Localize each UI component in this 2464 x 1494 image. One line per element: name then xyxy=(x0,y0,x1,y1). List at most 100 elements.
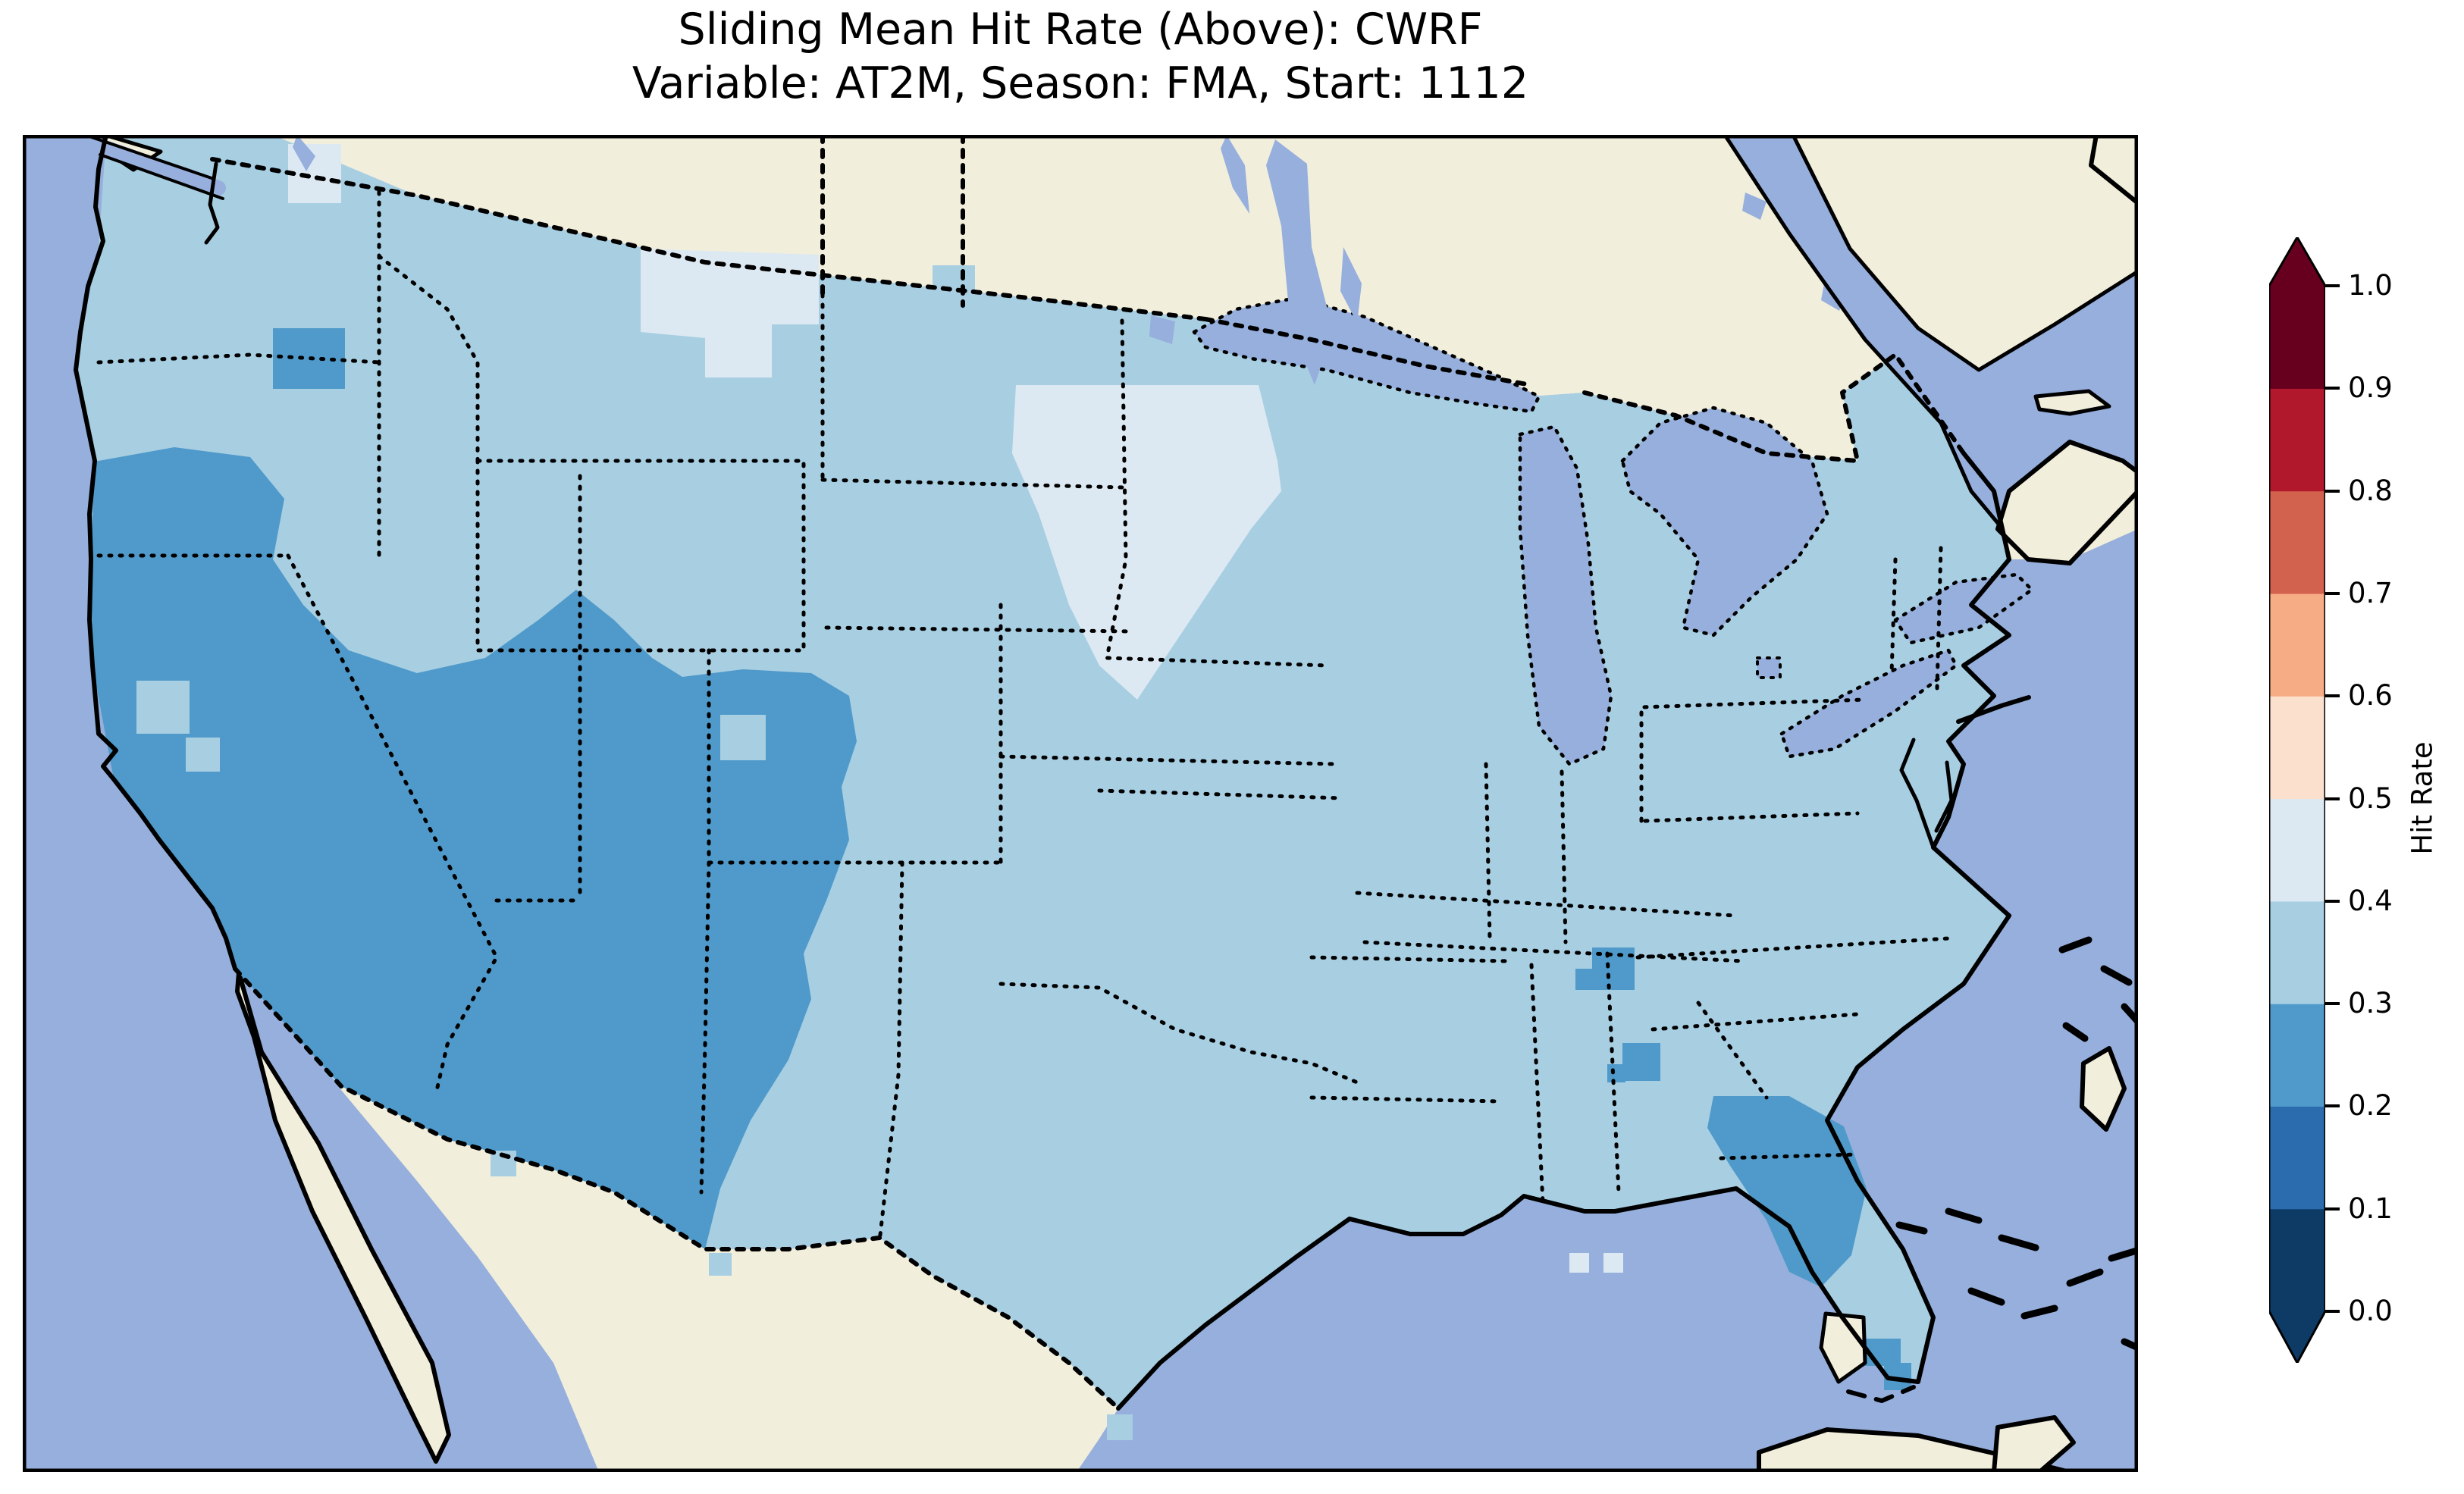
state-border xyxy=(1309,1095,1503,1104)
patch-savannah-coast-low xyxy=(1607,1064,1625,1082)
border-us-mexico xyxy=(233,966,1121,1411)
colorbar-tick-mark xyxy=(2325,387,2340,390)
colorbar-tick-label: 0.2 xyxy=(2348,1089,2393,1123)
coast-chesapeake xyxy=(1899,738,1936,850)
colorbar-bin-0.5-0.6 xyxy=(2269,696,2325,800)
florida-keys xyxy=(1846,1385,1916,1403)
canada-land xyxy=(174,135,2138,559)
state-border xyxy=(475,459,806,653)
state-border xyxy=(1651,1012,1860,1032)
state-border xyxy=(1529,963,1545,1206)
colorbar-tick-mark xyxy=(2325,489,2340,493)
state-border xyxy=(377,254,480,463)
colorbar-bin-0.7-0.8 xyxy=(2269,490,2325,594)
state-border xyxy=(1560,769,1568,944)
state-border xyxy=(1605,951,1621,1195)
colorbar-tick-label: 0.3 xyxy=(2348,987,2393,1020)
title-line-2: Variable: AT2M, Season: FMA, Start: 1112 xyxy=(632,58,1529,108)
lake-winnipegosis xyxy=(1221,135,1249,214)
colorbar-bin-0.3-0.4 xyxy=(2269,900,2325,1004)
bahama-islet xyxy=(1967,1287,2005,1306)
colorbar xyxy=(2269,237,2325,1363)
colorbar-extend-max xyxy=(2269,237,2325,286)
colorbar-tick-mark xyxy=(2325,694,2340,698)
patch-southwest-low xyxy=(91,447,857,1249)
hole-california-mid xyxy=(186,738,220,772)
colorbar-axis-label: Hit Rate xyxy=(2406,741,2439,855)
lake-of-the-woods xyxy=(1149,315,1175,344)
bahama-islet xyxy=(2108,1247,2138,1262)
border-us-canada-east xyxy=(1582,352,1996,493)
coast-west xyxy=(74,135,237,971)
baja-california xyxy=(235,970,451,1464)
st-lawrence-gulf xyxy=(1723,135,2138,539)
colorbar-tick-mark xyxy=(2325,1002,2340,1006)
colorbar-tick-mark xyxy=(2325,1207,2340,1211)
state-border xyxy=(877,860,904,1244)
state-border xyxy=(1719,1152,1860,1160)
colorbar-tick-label: 0.8 xyxy=(2348,474,2393,507)
colorbar-tick-mark xyxy=(2325,1104,2340,1108)
hole-plains-mid xyxy=(720,715,766,760)
us-hit-rate-map xyxy=(23,135,2138,1472)
state-border xyxy=(699,860,711,1195)
state-border xyxy=(820,478,1124,490)
bahama-islet xyxy=(1998,1234,2039,1251)
state-border xyxy=(1696,1001,1769,1100)
coast-strait-north xyxy=(88,135,215,180)
colorbar-extend-min xyxy=(2269,1311,2325,1363)
map-frame xyxy=(23,135,2138,1472)
prince-edward-island xyxy=(2033,389,2111,416)
bahama-islet xyxy=(1895,1221,1928,1235)
colorbar-bin-0.9-1.0 xyxy=(2269,286,2325,389)
colorbar-tick-mark xyxy=(2325,591,2340,595)
stray-cell xyxy=(933,265,975,291)
hole-california-mid xyxy=(136,681,190,734)
stray-cell xyxy=(1569,1253,1589,1273)
coast-strait-south xyxy=(99,153,224,200)
state-border xyxy=(1889,557,1898,675)
border-us-canada xyxy=(210,157,1208,321)
bahama-islet xyxy=(2020,1305,2058,1320)
state-border xyxy=(96,352,381,365)
stray-cell xyxy=(709,1253,732,1276)
map-panel xyxy=(23,135,2138,1472)
state-border xyxy=(1105,318,1329,668)
colorbar-tick-label: 0.7 xyxy=(2348,576,2393,609)
lake-manitoba xyxy=(1340,247,1362,323)
lake-erie xyxy=(1779,648,1958,759)
mexico-land xyxy=(235,969,1118,1472)
state-border xyxy=(824,625,1132,634)
coast-delmarva xyxy=(1934,760,1954,833)
hispaniola xyxy=(1992,1415,2076,1472)
colorbar-tick-mark xyxy=(2325,284,2340,287)
bahama-islet xyxy=(2066,1268,2104,1287)
colorbar-tick-mark xyxy=(2325,1310,2340,1313)
bahama-islet xyxy=(2058,936,2093,954)
patch-montana-dakota-high xyxy=(641,249,819,377)
state-border xyxy=(1643,811,1860,823)
lake-winnipeg xyxy=(1266,139,1333,385)
patch-carolina-coast-low xyxy=(1575,969,1597,990)
lake-michigan xyxy=(1518,424,1613,766)
colorbar-bin-0.0-0.1 xyxy=(2269,1208,2325,1312)
coast-puget-sound xyxy=(204,161,220,245)
quebec-lake xyxy=(1742,193,1766,220)
state-border xyxy=(1309,955,1511,963)
coast-long-island xyxy=(1956,695,2031,724)
colorbar-tick-label: 1.0 xyxy=(2348,269,2393,302)
state-border xyxy=(1935,546,1943,691)
colorbar-bin-0.8-0.9 xyxy=(2269,388,2325,492)
patch-minnesota-high xyxy=(1012,385,1281,700)
title-line-1: Sliding Mean Hit Rate (Above): CWRF xyxy=(678,5,1483,55)
lake-stclair xyxy=(1756,656,1782,679)
stray-cell xyxy=(1107,1414,1133,1440)
colorbar-bin-0.1-0.2 xyxy=(2269,1106,2325,1210)
colorbar-tick-label: 0.4 xyxy=(2348,884,2393,917)
state-border xyxy=(998,982,1359,1085)
nova-scotia xyxy=(1995,440,2138,565)
stray-cell xyxy=(1603,1253,1623,1273)
lake-huron xyxy=(1620,406,1829,637)
state-border xyxy=(1635,936,1951,960)
